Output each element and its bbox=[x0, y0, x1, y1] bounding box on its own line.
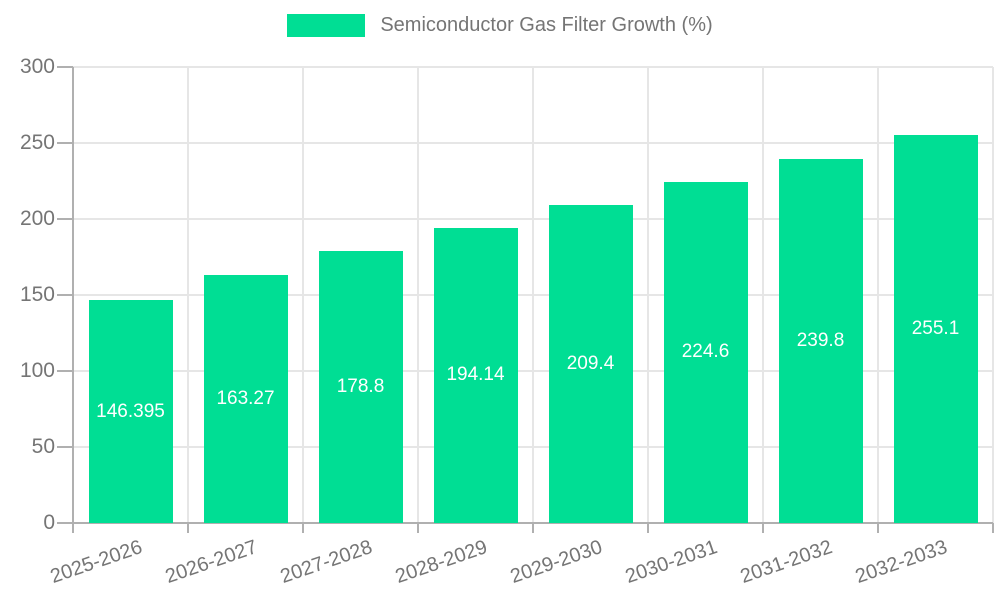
y-axis-label: 150 bbox=[19, 283, 55, 306]
bar[interactable] bbox=[433, 227, 518, 523]
x-axis-tick bbox=[417, 523, 419, 533]
bar-value-label: 224.6 bbox=[681, 341, 730, 363]
x-axis-label: 2029-2030 bbox=[507, 536, 605, 588]
x-axis-tick bbox=[302, 523, 304, 533]
bar-value-label: 146.395 bbox=[96, 400, 165, 422]
x-axis-tick bbox=[647, 523, 649, 533]
bar[interactable] bbox=[778, 158, 863, 523]
legend-swatch bbox=[287, 14, 366, 37]
y-axis-line bbox=[72, 67, 74, 525]
y-axis-tick bbox=[57, 66, 73, 68]
y-axis-label: 250 bbox=[19, 131, 55, 154]
legend-label: Semiconductor Gas Filter Growth (%) bbox=[380, 14, 713, 36]
x-axis-tick bbox=[187, 523, 189, 533]
x-axis-tick bbox=[72, 523, 74, 533]
bar-value-label: 209.4 bbox=[566, 352, 615, 374]
bar-value-label: 255.1 bbox=[911, 318, 960, 340]
bar[interactable] bbox=[203, 274, 288, 523]
x-axis-label: 2028-2029 bbox=[392, 536, 490, 588]
y-axis-label: 100 bbox=[19, 359, 55, 382]
gridline-vertical bbox=[187, 67, 189, 523]
bar[interactable] bbox=[318, 251, 403, 523]
bar-value-label: 163.27 bbox=[216, 387, 275, 409]
x-axis-label: 2026-2027 bbox=[162, 536, 260, 588]
x-axis-label: 2030-2031 bbox=[622, 536, 720, 588]
x-axis-tick bbox=[762, 523, 764, 533]
y-axis-label: 0 bbox=[43, 511, 55, 534]
y-axis-tick bbox=[57, 522, 73, 524]
y-axis-label: 50 bbox=[31, 435, 55, 458]
x-axis-label: 2032-2033 bbox=[852, 536, 950, 588]
x-axis-tick bbox=[877, 523, 879, 533]
gridline-vertical bbox=[302, 67, 304, 523]
bar-value-label: 239.8 bbox=[796, 329, 845, 351]
gridline-vertical bbox=[532, 67, 534, 523]
x-axis-label: 2025-2026 bbox=[47, 536, 145, 588]
gridline-vertical bbox=[417, 67, 419, 523]
y-axis-tick bbox=[57, 218, 73, 220]
gridline-vertical bbox=[647, 67, 649, 523]
y-axis-label: 300 bbox=[19, 55, 55, 78]
gridline-vertical bbox=[992, 67, 994, 523]
legend[interactable]: Semiconductor Gas Filter Growth (%) bbox=[0, 14, 1000, 37]
bar-value-label: 178.8 bbox=[336, 376, 385, 398]
y-axis-tick bbox=[57, 142, 73, 144]
gridline-vertical bbox=[762, 67, 764, 523]
y-axis-tick bbox=[57, 294, 73, 296]
x-axis-label: 2031-2032 bbox=[737, 536, 835, 588]
y-axis-label: 200 bbox=[19, 207, 55, 230]
x-axis-line bbox=[73, 522, 993, 524]
bar-value-label: 194.14 bbox=[446, 364, 505, 386]
y-axis-tick bbox=[57, 446, 73, 448]
bar[interactable] bbox=[88, 300, 173, 523]
x-axis-tick bbox=[992, 523, 994, 533]
bar[interactable] bbox=[893, 135, 978, 523]
y-axis-tick bbox=[57, 370, 73, 372]
x-axis-tick bbox=[532, 523, 534, 533]
gridline-vertical bbox=[877, 67, 879, 523]
x-axis-label: 2027-2028 bbox=[277, 536, 375, 588]
bar[interactable] bbox=[548, 204, 633, 523]
bar[interactable] bbox=[663, 181, 748, 523]
